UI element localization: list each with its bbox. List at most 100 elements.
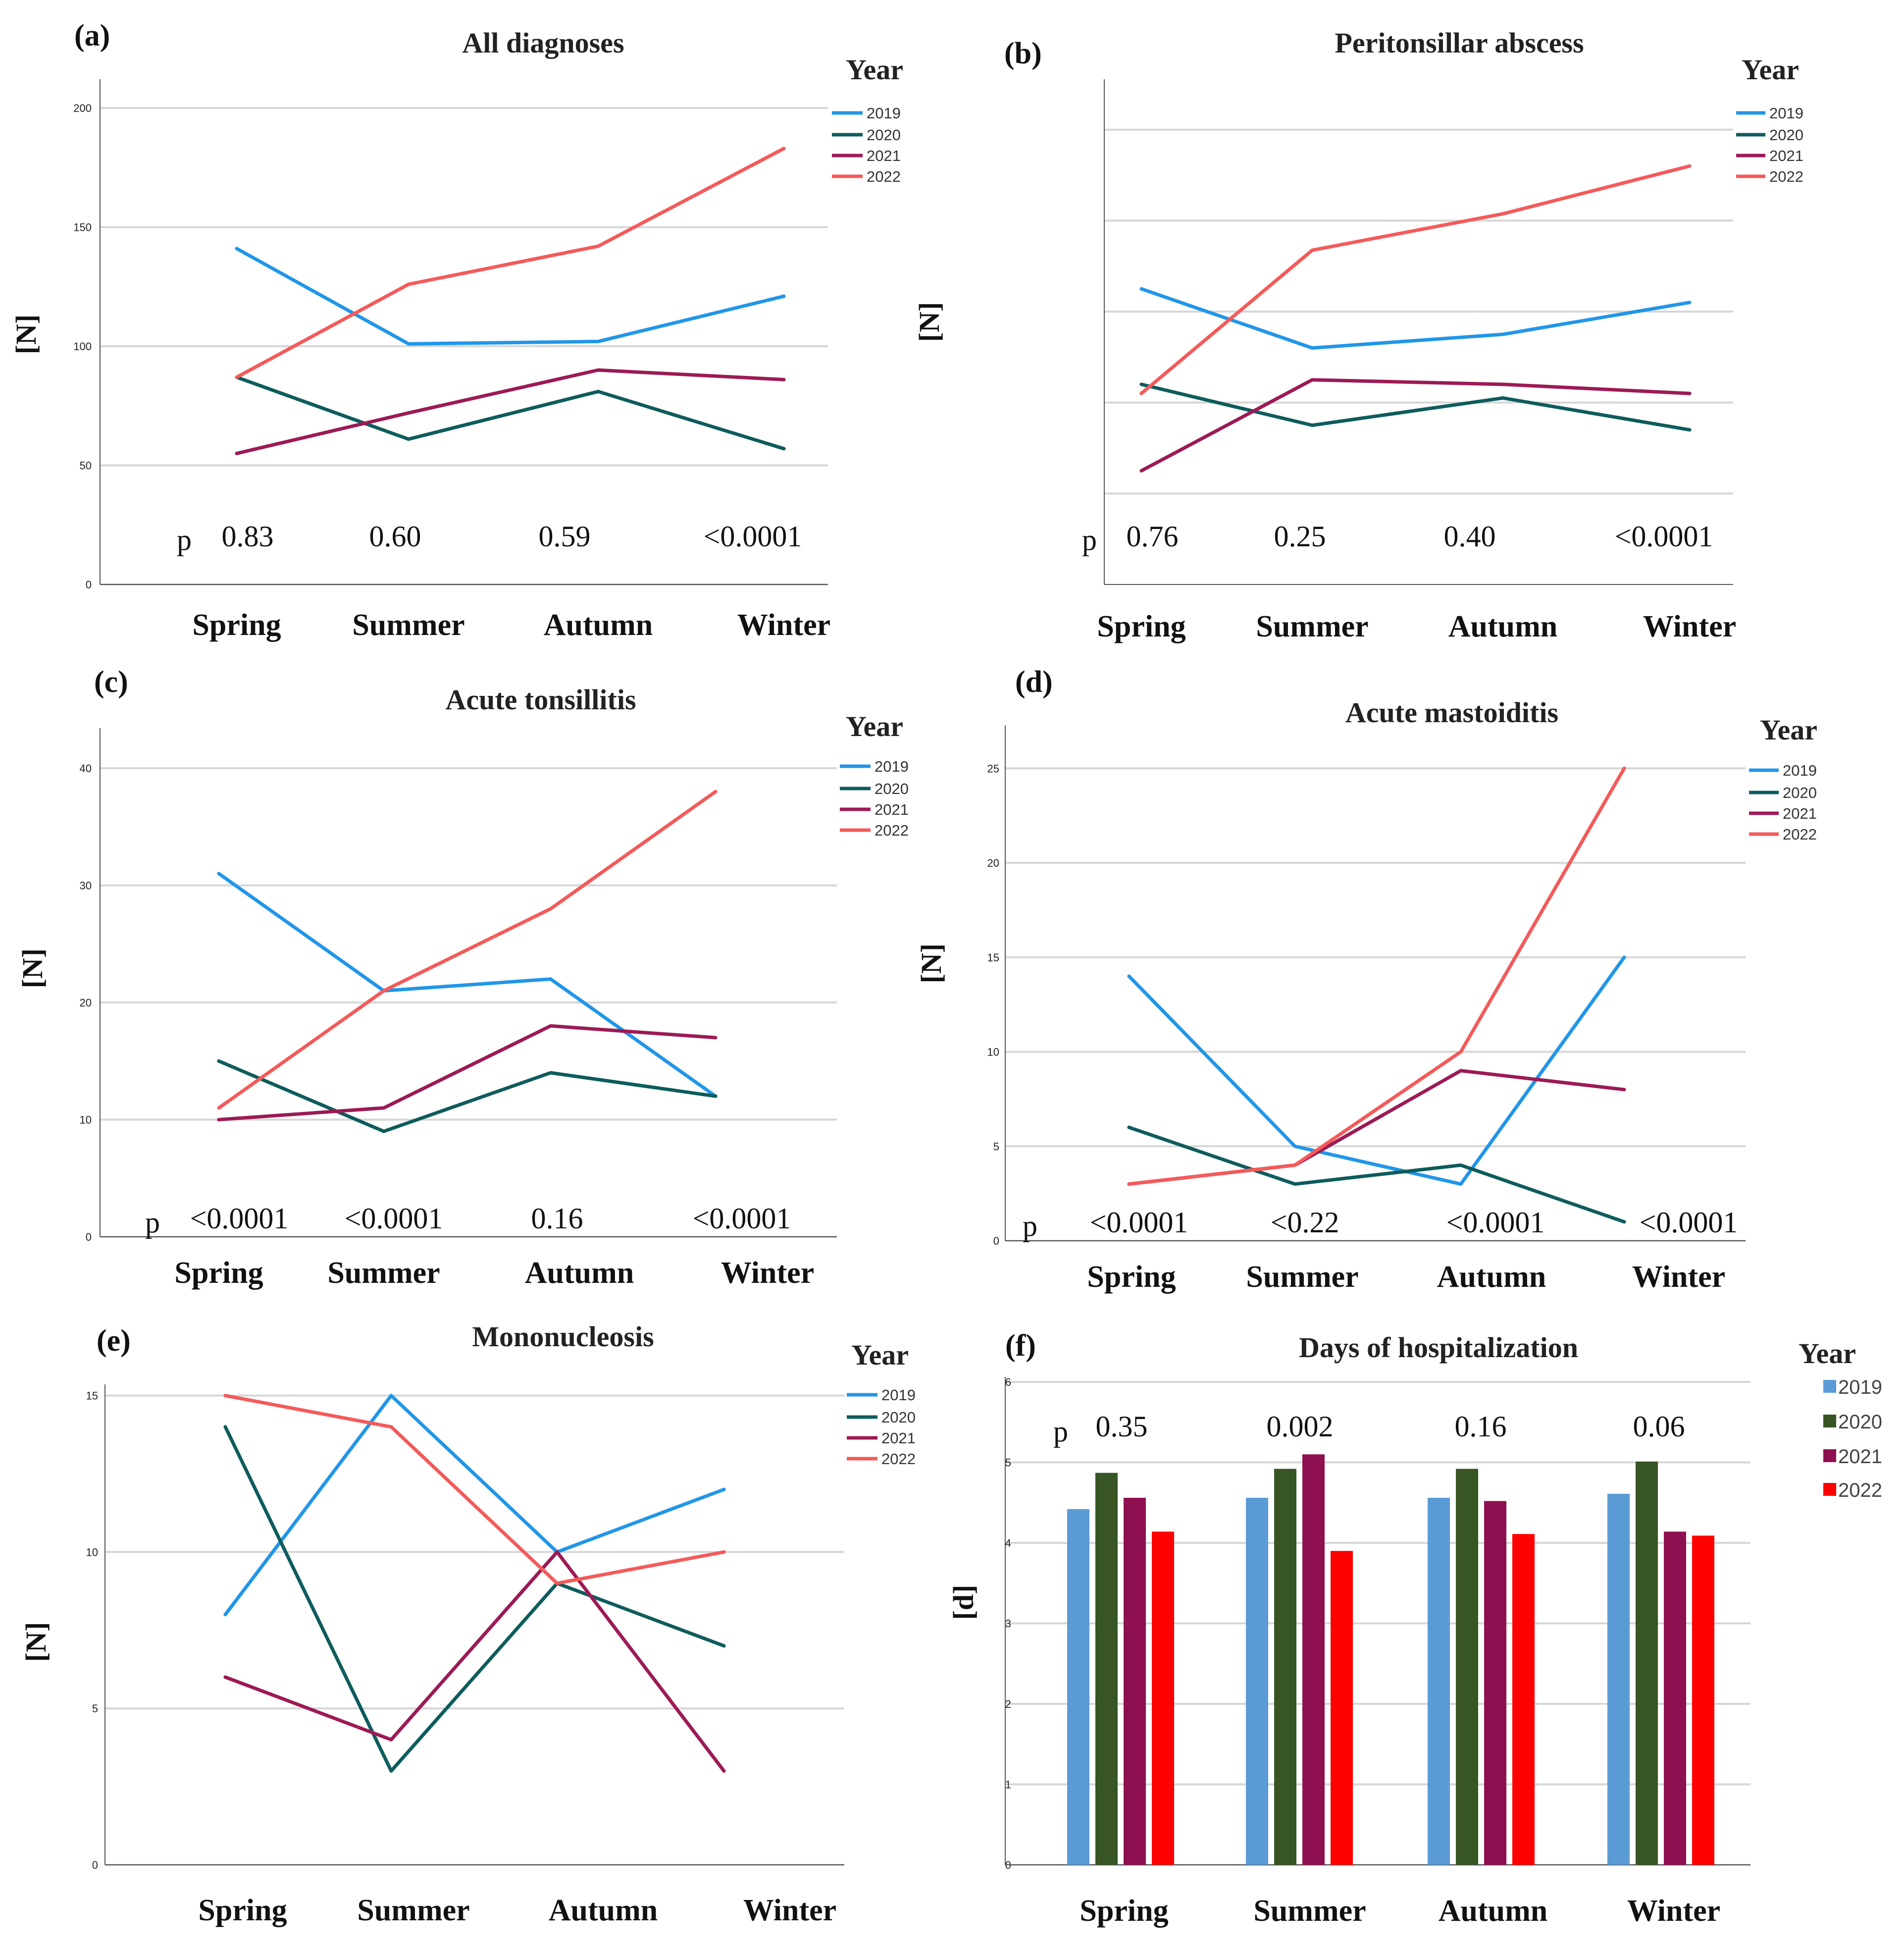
data-point-e-2022 bbox=[555, 1582, 559, 1585]
data-point-c-2021 bbox=[714, 1036, 718, 1040]
legend-title-d: Year bbox=[1760, 714, 1817, 746]
data-point-b-2019 bbox=[1501, 332, 1505, 336]
series-line-a-2022 bbox=[235, 147, 786, 379]
y-tick-label-d: 10 bbox=[987, 1046, 999, 1058]
series-line-d-2019 bbox=[1127, 955, 1626, 1186]
p-value-b: 0.40 bbox=[1444, 520, 1496, 553]
legend-label-b: 2021 bbox=[1769, 147, 1803, 164]
bar-autumn-2019 bbox=[1428, 1498, 1450, 1865]
y-tick-label-a: 100 bbox=[73, 340, 92, 353]
series-line-d-2021 bbox=[1127, 1069, 1626, 1186]
legend-label-e: 2021 bbox=[881, 1429, 916, 1447]
series-line-c-2021 bbox=[217, 1024, 718, 1121]
p-value-d: <0.0001 bbox=[1090, 1206, 1188, 1239]
p-prefix-d: p bbox=[1023, 1210, 1037, 1242]
bar-winter-2022 bbox=[1692, 1535, 1714, 1865]
season-label-b: Summer bbox=[1256, 610, 1368, 643]
season-label-e: Autumn bbox=[549, 1894, 658, 1927]
y-tick-label-f: 4 bbox=[1005, 1537, 1011, 1549]
season-label-b: Autumn bbox=[1448, 610, 1558, 643]
p-value-f: 0.16 bbox=[1455, 1410, 1507, 1443]
chart-title-f: Days of hospitalization bbox=[1299, 1331, 1578, 1364]
legend-label-f: 2021 bbox=[1838, 1446, 1882, 1468]
legend-label-d: 2022 bbox=[1783, 826, 1817, 843]
p-value-d: <0.0001 bbox=[1446, 1206, 1545, 1239]
legend-label-d: 2019 bbox=[1783, 762, 1817, 779]
data-point-c-2020 bbox=[217, 1059, 221, 1063]
data-point-a-2022 bbox=[407, 282, 411, 286]
legend-label-c: 2019 bbox=[875, 758, 909, 775]
legend-label-b: 2022 bbox=[1769, 168, 1803, 185]
legend-label-e: 2019 bbox=[881, 1386, 916, 1404]
chart-title-b: Peritonsillar abscess bbox=[1335, 27, 1584, 59]
legend-label-a: 2020 bbox=[867, 126, 901, 144]
bar-autumn-2022 bbox=[1512, 1534, 1535, 1865]
legend-label-b: 2019 bbox=[1769, 105, 1803, 122]
bar-summer-2021 bbox=[1302, 1454, 1325, 1865]
data-point-a-2022 bbox=[782, 147, 786, 151]
data-point-e-2022 bbox=[389, 1425, 393, 1429]
series-line-c-2019 bbox=[217, 872, 718, 1098]
p-value-a: 0.83 bbox=[222, 520, 274, 553]
legend-title-b: Year bbox=[1742, 53, 1799, 86]
data-point-d-2019 bbox=[1622, 955, 1626, 959]
legend-title-a: Year bbox=[846, 53, 903, 86]
p-prefix-c: p bbox=[145, 1206, 160, 1239]
series-line-a-2020 bbox=[235, 375, 786, 451]
legend-label-b: 2020 bbox=[1769, 126, 1803, 144]
y-tick-label-a: 50 bbox=[80, 460, 92, 472]
bar-summer-2019 bbox=[1246, 1498, 1268, 1865]
data-point-e-2021 bbox=[555, 1550, 559, 1554]
bar-spring-2021 bbox=[1124, 1498, 1146, 1865]
data-point-b-2022 bbox=[1139, 391, 1143, 395]
data-point-a-2019 bbox=[407, 342, 411, 346]
y-tick-label-d: 5 bbox=[993, 1140, 999, 1153]
data-point-b-2022 bbox=[1688, 164, 1692, 168]
data-point-d-2020 bbox=[1459, 1163, 1463, 1167]
y-tick-label-d: 0 bbox=[993, 1235, 999, 1247]
data-point-c-2021 bbox=[382, 1106, 386, 1110]
legend-title-f: Year bbox=[1799, 1337, 1856, 1370]
season-label-d: Autumn bbox=[1437, 1260, 1546, 1294]
p-value-f: 0.002 bbox=[1267, 1410, 1334, 1443]
y-tick-label-f: 6 bbox=[1005, 1376, 1011, 1388]
data-point-b-2020 bbox=[1139, 382, 1143, 386]
p-value-b: 0.76 bbox=[1127, 520, 1179, 553]
data-point-c-2021 bbox=[217, 1117, 221, 1121]
series-line-d-2020 bbox=[1127, 1125, 1626, 1224]
data-point-e-2021 bbox=[389, 1738, 393, 1741]
legend-swatch-f bbox=[1823, 1380, 1836, 1393]
season-label-e: Winter bbox=[743, 1894, 836, 1927]
data-point-a-2020 bbox=[407, 437, 411, 441]
y-tick-label-e: 10 bbox=[86, 1546, 98, 1558]
p-prefix-a: p bbox=[177, 524, 192, 556]
data-point-e-2019 bbox=[389, 1394, 393, 1398]
data-point-a-2021 bbox=[596, 368, 600, 372]
season-label-e: Summer bbox=[357, 1894, 469, 1927]
p-value-c: 0.16 bbox=[531, 1202, 583, 1235]
legend-label-e: 2022 bbox=[881, 1450, 916, 1468]
data-point-d-2019 bbox=[1127, 974, 1131, 978]
season-label-c: Winter bbox=[721, 1256, 814, 1290]
y-tick-label-e: 5 bbox=[92, 1702, 98, 1715]
p-value-a: 0.59 bbox=[539, 520, 591, 553]
data-point-b-2019 bbox=[1139, 287, 1143, 291]
season-label-c: Summer bbox=[327, 1256, 440, 1290]
legend-label-c: 2022 bbox=[875, 822, 909, 839]
season-label-b: Winter bbox=[1643, 610, 1736, 643]
y-tick-label-c: 10 bbox=[80, 1113, 92, 1126]
p-value-b: 0.25 bbox=[1274, 520, 1326, 553]
legend-label-d: 2021 bbox=[1783, 805, 1817, 822]
season-label-d: Summer bbox=[1246, 1260, 1358, 1294]
series-line-b-2022 bbox=[1139, 164, 1692, 395]
y-axis-label-a: [N] bbox=[10, 315, 42, 355]
season-label-a: Autumn bbox=[544, 608, 653, 642]
panel-label-a: (a) bbox=[74, 19, 110, 53]
data-point-e-2021 bbox=[223, 1675, 227, 1679]
legend-label-f: 2022 bbox=[1838, 1479, 1882, 1501]
data-point-a-2022 bbox=[235, 375, 239, 379]
data-point-c-2021 bbox=[549, 1024, 553, 1028]
chart-title-e: Mononucleosis bbox=[472, 1320, 654, 1353]
y-tick-label-e: 15 bbox=[86, 1390, 98, 1402]
data-point-b-2021 bbox=[1688, 391, 1692, 395]
